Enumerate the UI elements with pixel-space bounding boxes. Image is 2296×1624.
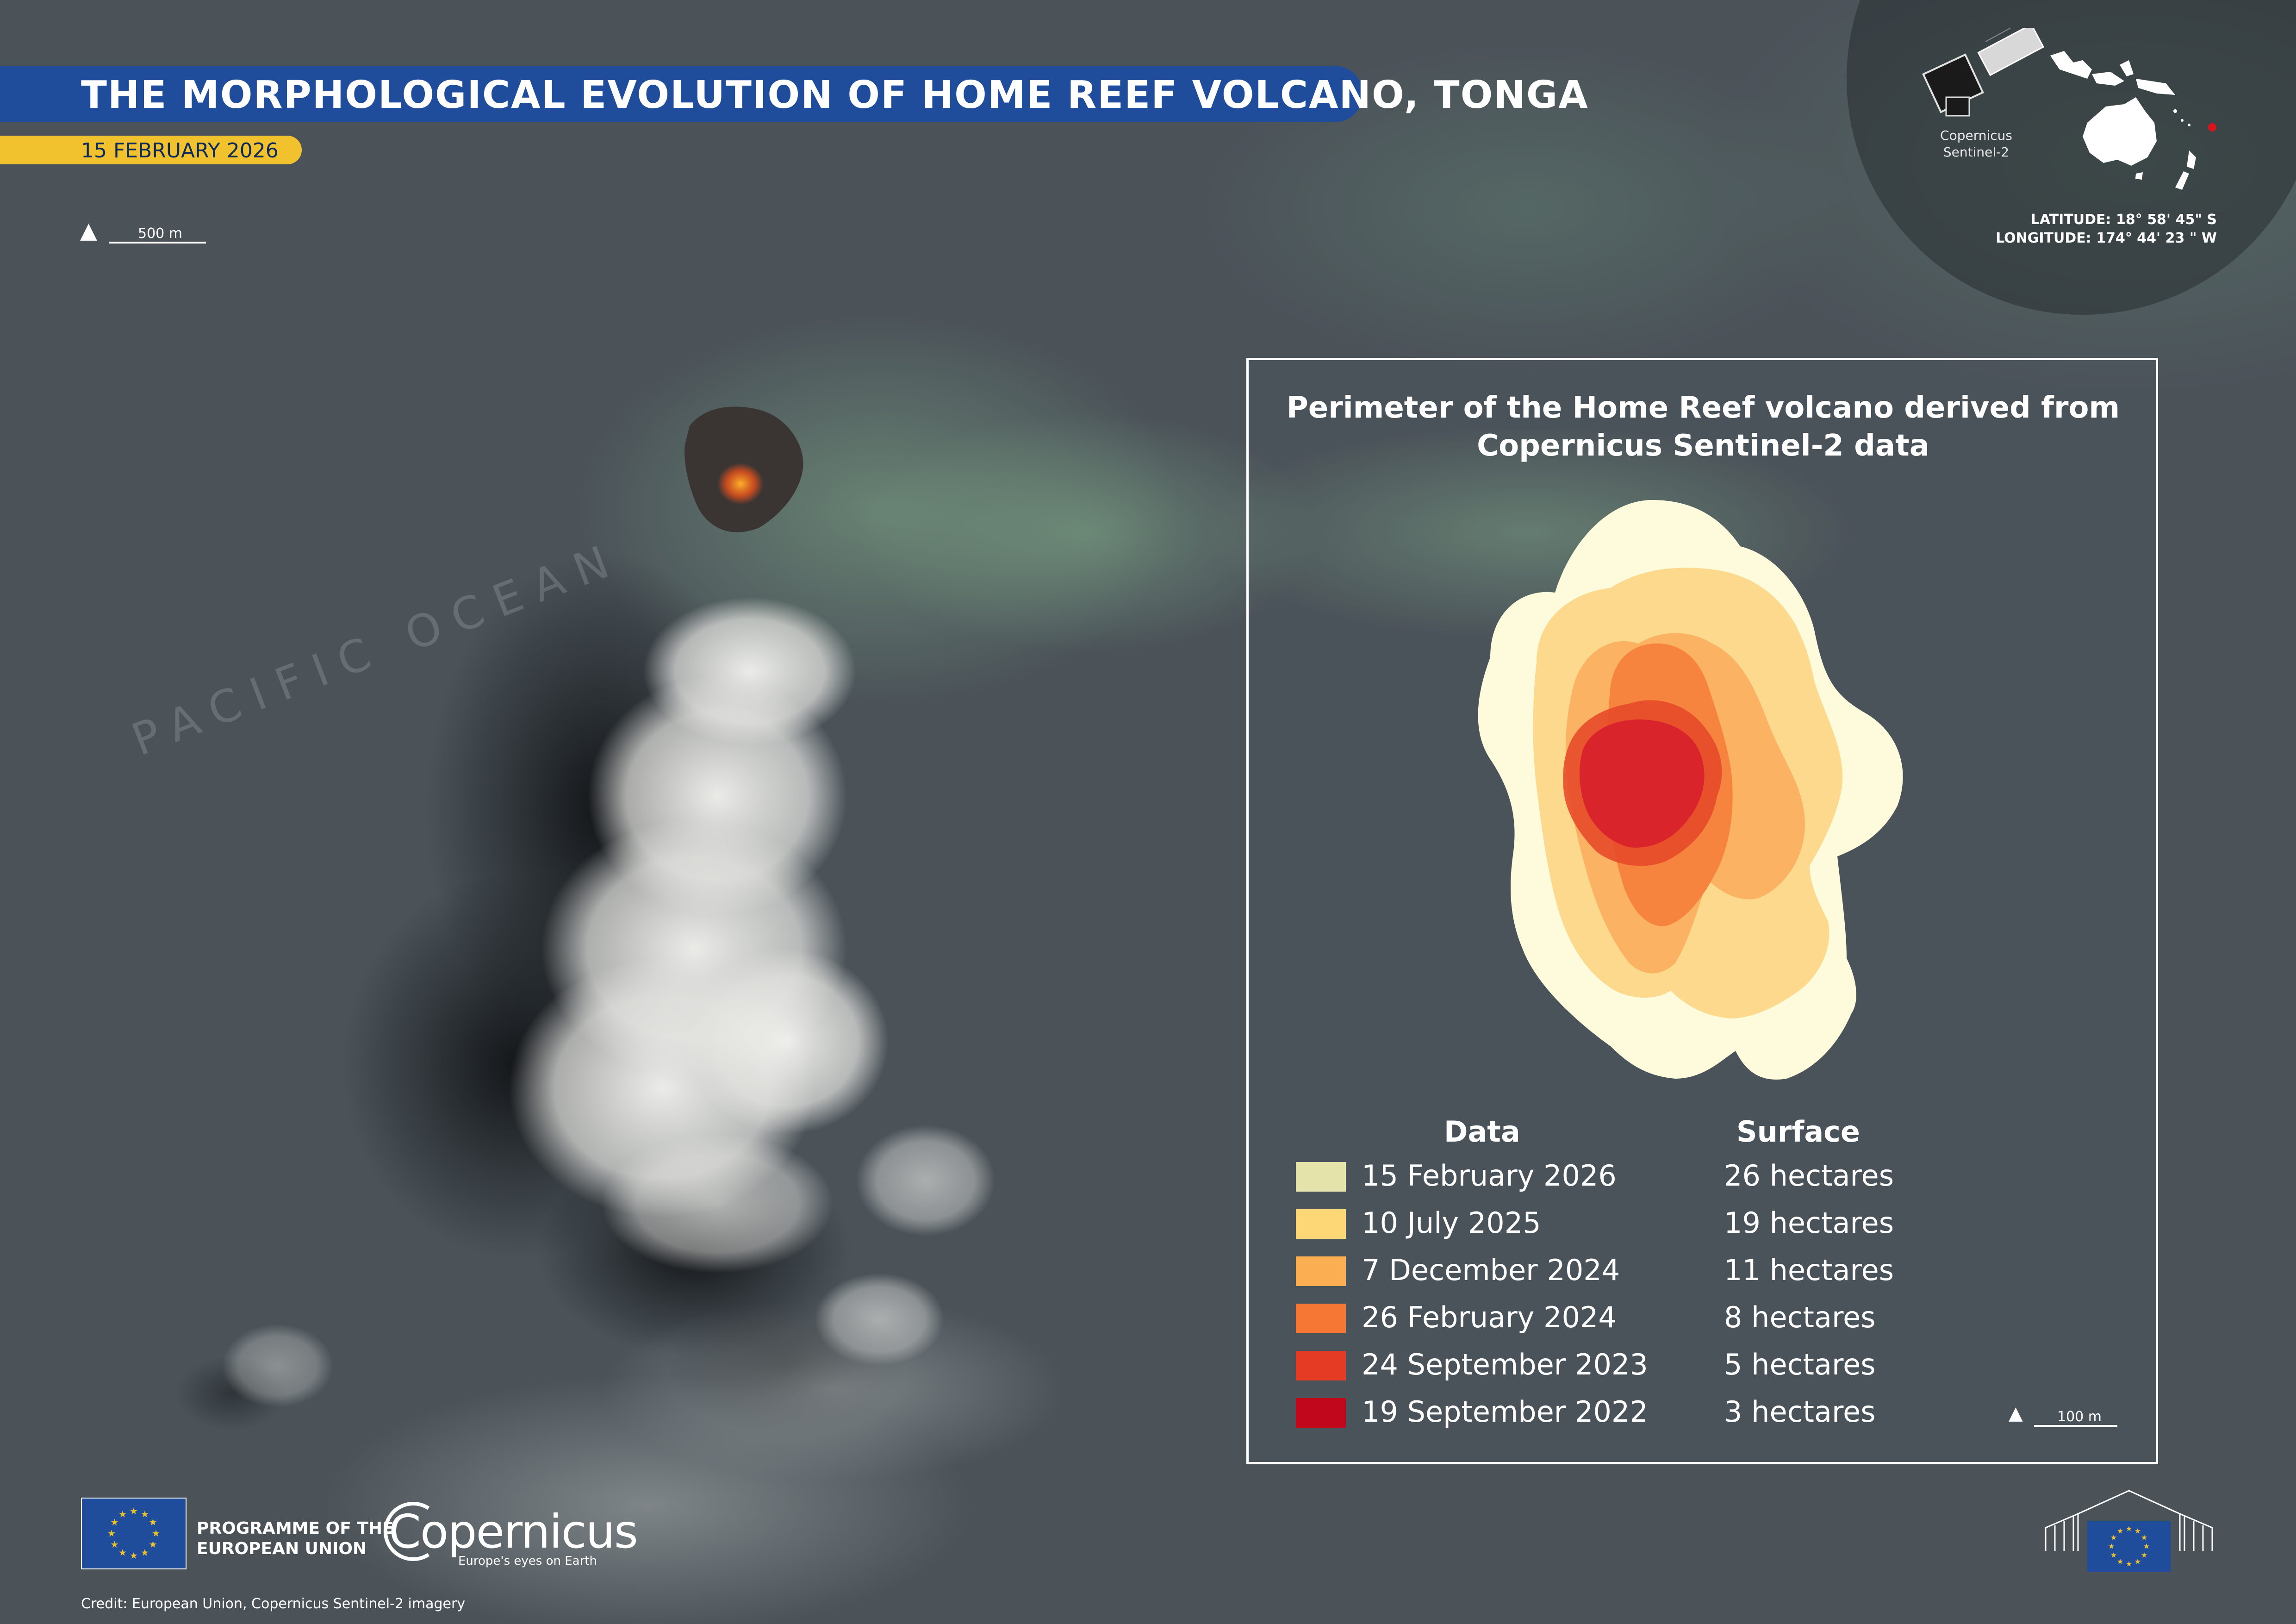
main-scale-label: 500 m bbox=[138, 225, 183, 242]
sentinel-2-satellite-icon bbox=[1922, 28, 2045, 117]
eu-star-icon: ★ bbox=[2117, 1557, 2123, 1566]
coordinates: LATITUDE: 18° 58' 45" S LONGITUDE: 174° … bbox=[1944, 211, 2217, 248]
legend-row-surface: 5 hectares bbox=[1724, 1348, 1876, 1381]
eu-flag-icon: ★★★★★★★★★ ★ ★★ bbox=[81, 1498, 187, 1569]
legend-row-surface: 3 hectares bbox=[1724, 1395, 1876, 1429]
eu-star-icon: ★ bbox=[2141, 1551, 2147, 1560]
eu-star-icon: ★ bbox=[141, 1508, 149, 1519]
eu-star-icon: ★ bbox=[110, 1539, 118, 1550]
eu-star-icon: ★ bbox=[118, 1547, 127, 1558]
legend-swatch bbox=[1296, 1398, 1346, 1428]
eu-star-icon: ★ bbox=[2108, 1542, 2115, 1551]
north-arrow-icon: ▲ bbox=[2009, 1403, 2023, 1424]
image-credit: Credit: European Union, Copernicus Senti… bbox=[81, 1596, 466, 1612]
legend-swatch bbox=[1296, 1162, 1346, 1192]
column-header-surface: Surface bbox=[1736, 1115, 1860, 1149]
legend-row-date: 19 September 2022 bbox=[1362, 1395, 1648, 1429]
eu-star-icon: ★ bbox=[2141, 1533, 2147, 1542]
european-commission-logo-icon: ★★★★★★★★★ ★ ★★ bbox=[2045, 1490, 2213, 1572]
legend-swatch bbox=[1296, 1304, 1346, 1333]
eu-star-icon: ★ bbox=[110, 1517, 118, 1528]
eu-star-icon: ★ bbox=[149, 1517, 157, 1528]
longitude: LONGITUDE: 174° 44' 23 " W bbox=[1996, 230, 2217, 246]
eu-star-icon: ★ bbox=[2117, 1527, 2123, 1536]
eu-star-icon: ★ bbox=[118, 1508, 127, 1519]
eu-star-icon: ★ bbox=[130, 1505, 138, 1517]
perimeter-2022 bbox=[1580, 719, 1705, 848]
copernicus-logo-icon bbox=[383, 1502, 430, 1561]
eu-star-icon: ★ bbox=[2134, 1527, 2141, 1536]
title-banner bbox=[0, 66, 1363, 122]
programme-line2: EUROPEAN UNION bbox=[197, 1539, 367, 1558]
main-scale-bar bbox=[109, 242, 206, 244]
column-header-date: Data bbox=[1444, 1115, 1520, 1149]
legend-row-date: 26 February 2024 bbox=[1362, 1300, 1617, 1334]
eu-star-icon: ★ bbox=[2126, 1560, 2132, 1568]
date-banner bbox=[0, 136, 302, 164]
satellite-caption-line1: Copernicus bbox=[1940, 128, 2012, 143]
eu-star-icon: ★ bbox=[107, 1528, 116, 1539]
eu-star-icon: ★ bbox=[2126, 1524, 2132, 1533]
legend-row-date: 15 February 2026 bbox=[1362, 1159, 1617, 1193]
latitude: LATITUDE: 18° 58' 45" S bbox=[2030, 212, 2217, 228]
legend-swatch bbox=[1296, 1209, 1346, 1239]
legend-title: Perimeter of the Home Reef volcano deriv… bbox=[1250, 389, 2157, 465]
legend-title-line2: Copernicus Sentinel-2 data bbox=[1477, 429, 1929, 463]
legend-title-line1: Perimeter of the Home Reef volcano deriv… bbox=[1286, 391, 2120, 425]
legend-row-date: 7 December 2024 bbox=[1362, 1253, 1620, 1287]
eu-star-icon: ★ bbox=[2134, 1557, 2141, 1566]
copernicus-wordmark: Copernicus bbox=[389, 1505, 638, 1559]
legend-swatch bbox=[1296, 1351, 1346, 1380]
programme-label: PROGRAMME OF THE EUROPEAN UNION bbox=[197, 1518, 394, 1559]
eu-star-icon: ★ bbox=[149, 1539, 157, 1550]
eu-star-icon: ★ bbox=[141, 1547, 149, 1558]
north-arrow-icon: ▲ bbox=[80, 218, 97, 244]
eu-star-icon: ★ bbox=[2110, 1551, 2117, 1560]
satellite-caption: Copernicus Sentinel-2 bbox=[1916, 127, 2036, 161]
locator-map bbox=[2050, 51, 2216, 190]
legend-row-surface: 19 hectares bbox=[1724, 1206, 1894, 1240]
legend-row-date: 24 September 2023 bbox=[1362, 1348, 1648, 1381]
programme-line1: PROGRAMME OF THE bbox=[197, 1519, 394, 1538]
legend-row-surface: 11 hectares bbox=[1724, 1253, 1894, 1287]
copernicus-tagline: Europe's eyes on Earth bbox=[458, 1554, 597, 1568]
satellite-caption-line2: Sentinel-2 bbox=[1943, 144, 2010, 160]
eu-star-icon: ★ bbox=[2143, 1542, 2150, 1551]
legend-row-date: 10 July 2025 bbox=[1362, 1206, 1541, 1240]
legend-row-surface: 8 hectares bbox=[1724, 1300, 1876, 1334]
perimeter-map bbox=[1478, 500, 1903, 1080]
legend-scale-label: 100 m bbox=[2057, 1409, 2102, 1425]
image-date: 15 FEBRUARY 2026 bbox=[81, 139, 279, 162]
legend-row-surface: 26 hectares bbox=[1724, 1159, 1894, 1193]
legend-scale-bar bbox=[2034, 1425, 2117, 1427]
eu-star-icon: ★ bbox=[130, 1550, 138, 1561]
legend-swatch bbox=[1296, 1256, 1346, 1286]
eu-star-icon: ★ bbox=[2110, 1533, 2117, 1542]
page-title: THE MORPHOLOGICAL EVOLUTION OF HOME REEF… bbox=[81, 73, 1589, 117]
eu-star-icon: ★ bbox=[152, 1528, 160, 1539]
